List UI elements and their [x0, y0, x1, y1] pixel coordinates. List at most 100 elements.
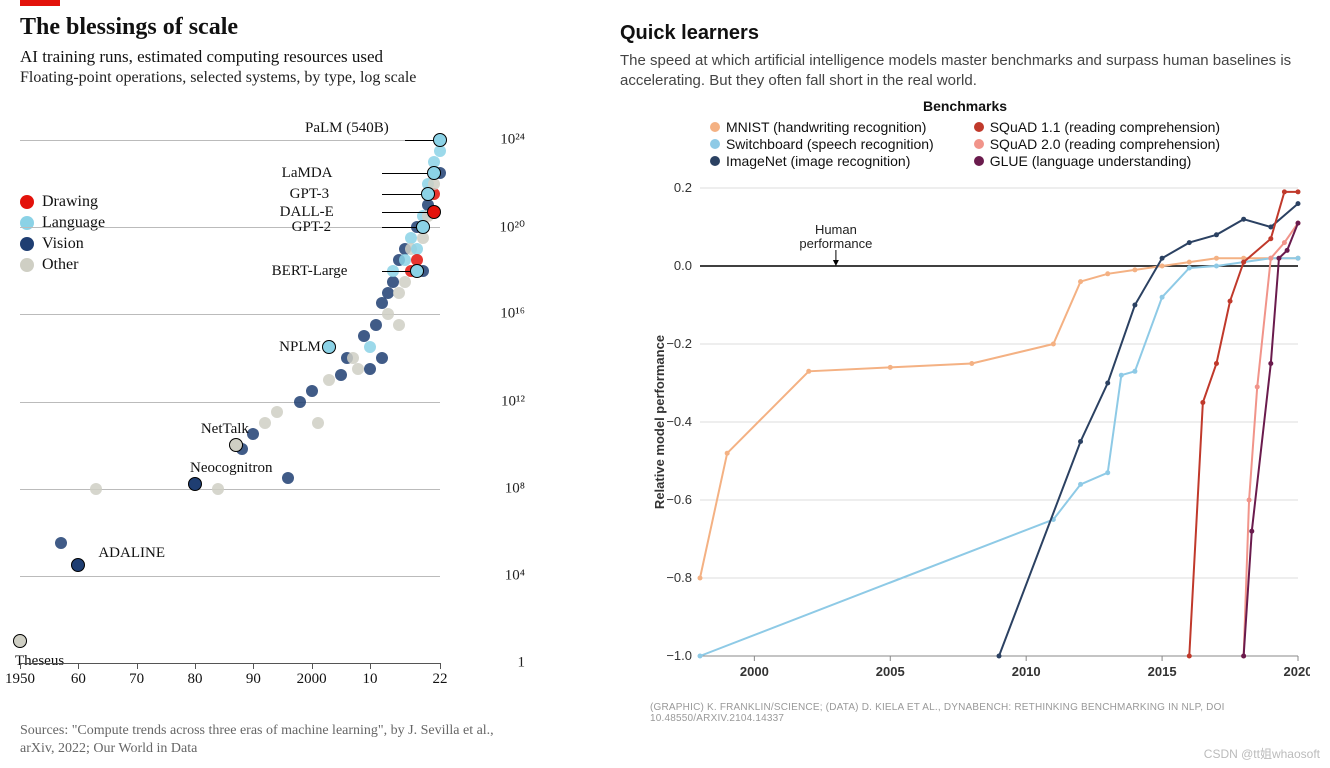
- series-marker: [1105, 381, 1110, 386]
- series-marker: [1187, 654, 1192, 659]
- right-subtitle: The speed at which artificial intelligen…: [620, 51, 1310, 90]
- x-tick-label: 1950: [5, 671, 35, 688]
- y-tick-label: 1: [518, 655, 526, 672]
- series-marker: [1268, 256, 1273, 261]
- svg-text:−1.0: −1.0: [666, 648, 692, 663]
- series-marker: [1276, 256, 1281, 261]
- data-point: [294, 396, 306, 408]
- series-marker: [1241, 260, 1246, 265]
- legend-item: SQuAD 2.0 (reading comprehension): [974, 136, 1220, 152]
- right-line-plot: −1.0−0.8−0.6−0.4−0.20.00.220002005201020…: [650, 176, 1310, 696]
- legend-item: SQuAD 1.1 (reading comprehension): [974, 119, 1220, 135]
- svg-text:2010: 2010: [1012, 664, 1041, 679]
- left-subtitle-1: AI training runs, estimated computing re…: [20, 47, 570, 67]
- series-marker: [997, 654, 1002, 659]
- y-tick-label: 10⁴: [505, 567, 525, 584]
- series-marker: [806, 369, 811, 374]
- series-line: [700, 258, 1298, 656]
- series-marker: [888, 365, 893, 370]
- data-point: [90, 483, 102, 495]
- y-tick-label: 10²⁴: [500, 132, 525, 149]
- series-marker: [1268, 225, 1273, 230]
- series-marker: [698, 654, 703, 659]
- watermark: CSDN @tt姐whaosoft: [1204, 745, 1320, 762]
- series-marker: [1078, 439, 1083, 444]
- svg-text:0.2: 0.2: [674, 180, 692, 195]
- series-line: [1244, 223, 1298, 656]
- svg-text:Humanperformance: Humanperformance: [799, 222, 872, 251]
- data-point: [259, 417, 271, 429]
- svg-text:2015: 2015: [1148, 664, 1177, 679]
- series-marker: [1296, 201, 1301, 206]
- svg-text:0.0: 0.0: [674, 258, 692, 273]
- y-tick-label: 10²⁰: [499, 218, 525, 237]
- series-marker: [1160, 295, 1165, 300]
- data-point: [376, 352, 388, 364]
- data-point: [312, 417, 324, 429]
- point-label: GPT-3: [290, 186, 329, 203]
- point-label: GPT-2: [292, 219, 331, 236]
- series-marker: [1241, 217, 1246, 222]
- left-subtitle-2: Floating-point operations, selected syst…: [20, 69, 570, 87]
- x-tick-label: 2000: [297, 671, 327, 688]
- series-marker: [1200, 400, 1205, 405]
- series-marker: [1268, 361, 1273, 366]
- series-marker: [1247, 498, 1252, 503]
- left-x-axis: 19506070809020001022: [20, 663, 440, 693]
- data-point: [393, 287, 405, 299]
- data-point: [364, 363, 376, 375]
- x-tick-label: 60: [71, 671, 86, 688]
- point-label: PaLM (540B): [305, 120, 389, 137]
- right-title: Quick learners: [620, 22, 1310, 45]
- series-marker: [1214, 361, 1219, 366]
- svg-text:−0.6: −0.6: [666, 492, 692, 507]
- data-point: [382, 308, 394, 320]
- svg-text:2005: 2005: [876, 664, 905, 679]
- left-sources: Sources: "Compute trends across three er…: [20, 722, 500, 758]
- labeled-data-point: [71, 558, 85, 572]
- y-tick-label: 10¹²: [501, 393, 525, 410]
- y-tick-label: 10⁸: [505, 480, 525, 497]
- right-credit: (GRAPHIC) K. FRANKLIN/SCIENCE; (DATA) D.…: [650, 702, 1310, 724]
- legend-item: GLUE (language understanding): [974, 153, 1220, 169]
- series-marker: [1105, 271, 1110, 276]
- left-title: The blessings of scale: [20, 14, 570, 41]
- series-line: [700, 258, 1298, 578]
- data-point: [382, 287, 394, 299]
- series-marker: [1132, 267, 1137, 272]
- benchmark-legend: MNIST (handwriting recognition)Switchboa…: [620, 118, 1310, 170]
- labeled-data-point: [229, 438, 243, 452]
- labeled-data-point: [427, 205, 441, 219]
- legend-item: MNIST (handwriting recognition): [710, 119, 934, 135]
- series-marker: [1119, 373, 1124, 378]
- svg-text:−0.4: −0.4: [666, 414, 692, 429]
- data-point: [399, 276, 411, 288]
- data-point: [212, 483, 224, 495]
- legend-item: ImageNet (image recognition): [710, 153, 934, 169]
- series-marker: [1187, 240, 1192, 245]
- series-marker: [1132, 369, 1137, 374]
- data-point: [370, 319, 382, 331]
- svg-text:2000: 2000: [740, 664, 769, 679]
- x-tick-label: 10: [363, 671, 378, 688]
- labeled-data-point: [13, 634, 27, 648]
- data-point: [247, 428, 259, 440]
- series-marker: [1296, 256, 1301, 261]
- data-point: [352, 363, 364, 375]
- point-label: BERT-Large: [272, 263, 348, 280]
- x-tick-label: 90: [246, 671, 261, 688]
- series-marker: [1285, 248, 1290, 253]
- point-label: LaMDA: [282, 165, 333, 182]
- x-tick-label: 22: [433, 671, 448, 688]
- labeled-data-point: [188, 477, 202, 491]
- svg-text:2020: 2020: [1284, 664, 1310, 679]
- labeled-data-point: [427, 166, 441, 180]
- series-marker: [1296, 221, 1301, 226]
- series-marker: [1296, 189, 1301, 194]
- series-marker: [1241, 654, 1246, 659]
- x-tick-label: 80: [188, 671, 203, 688]
- right-panel: Quick learners The speed at which artifi…: [580, 0, 1330, 768]
- series-marker: [1187, 260, 1192, 265]
- series-marker: [1282, 189, 1287, 194]
- left-scatter-plot: TheseusADALINENeocognitronNetTalkNPLMBER…: [20, 140, 440, 670]
